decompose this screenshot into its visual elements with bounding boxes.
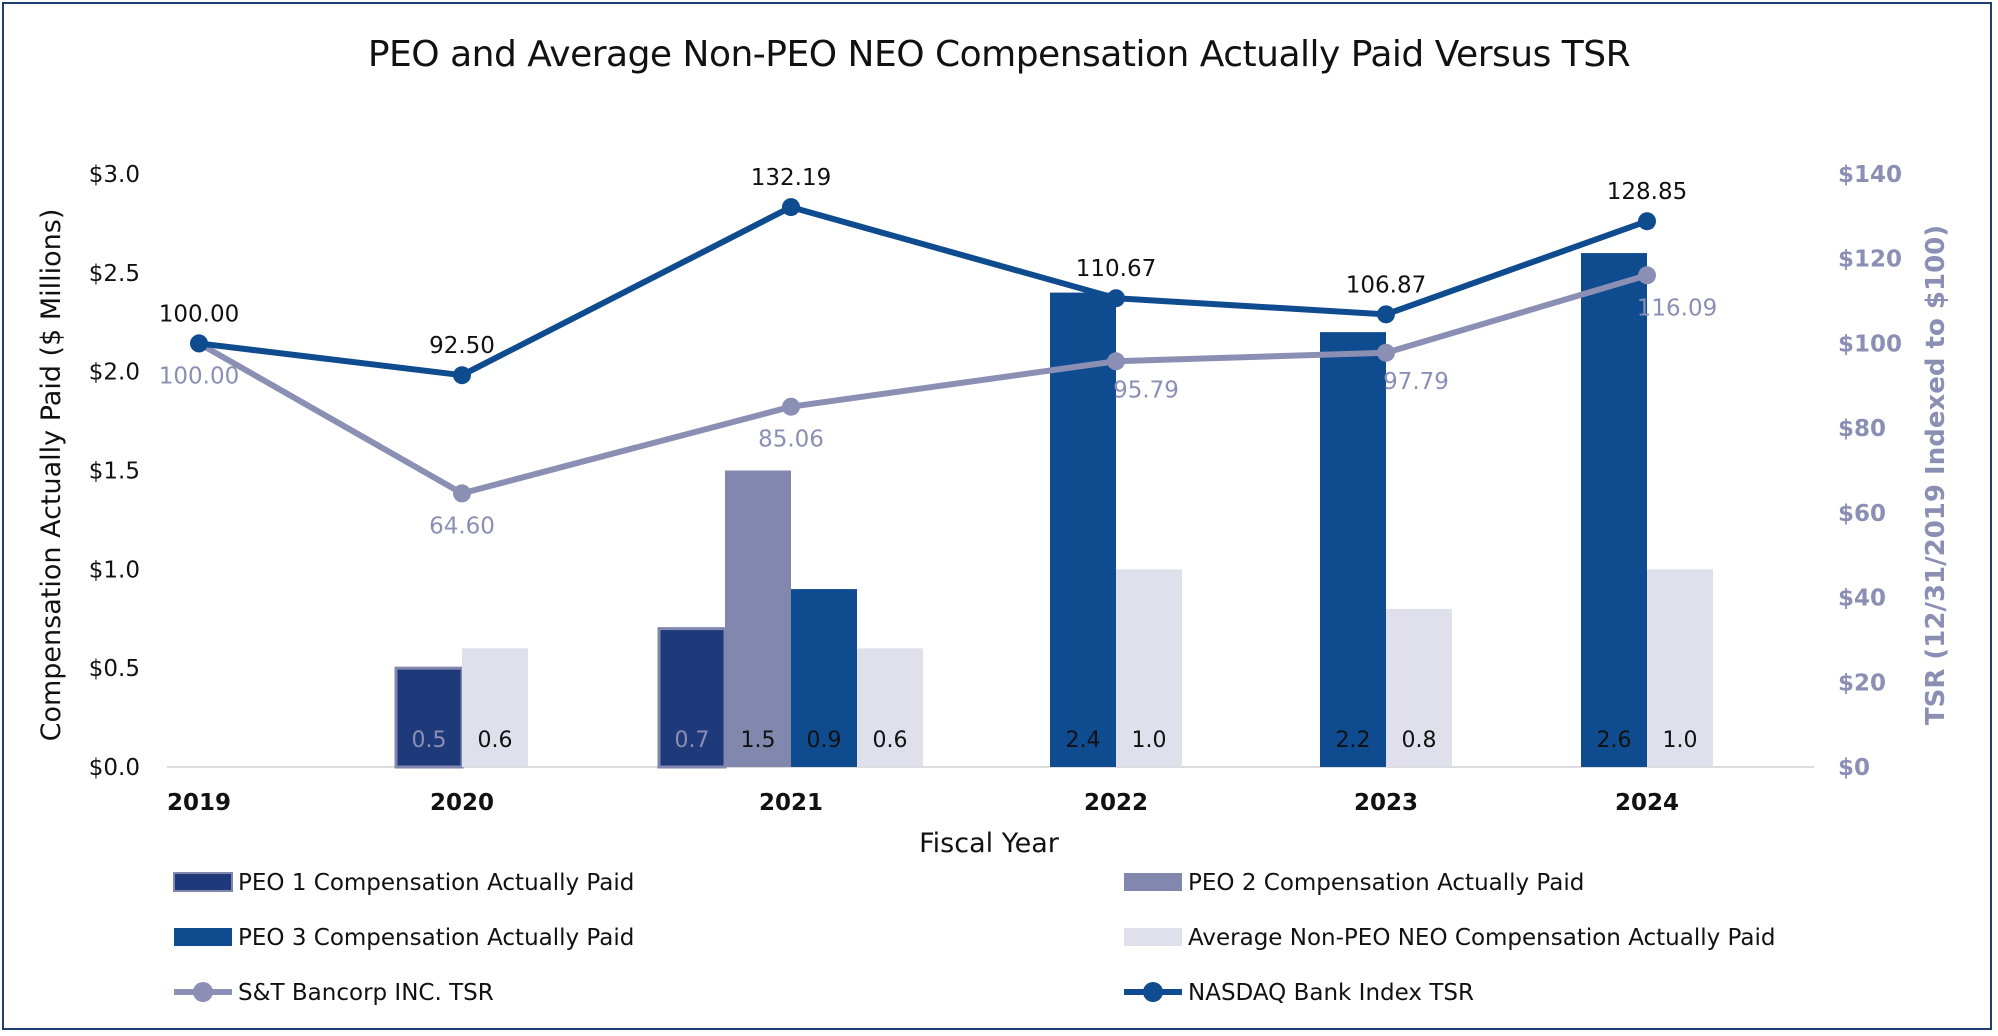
legend-label: Average Non-PEO NEO Compensation Actuall… <box>1188 925 1775 951</box>
line-data-label: 64.60 <box>429 513 495 539</box>
y-tick-label: $3.0 <box>89 162 140 188</box>
bar-2021-series-2 <box>725 470 791 767</box>
x-tick-label: 2022 <box>1084 790 1148 816</box>
x-tick-label: 2024 <box>1615 790 1679 816</box>
line-point <box>1107 352 1125 371</box>
legend-swatch <box>173 872 233 892</box>
line-data-label: 106.87 <box>1346 272 1426 298</box>
bar-2024-series-3 <box>1581 253 1647 768</box>
legend-label: NASDAQ Bank Index TSR <box>1188 980 1474 1006</box>
y-tick-label: $0.0 <box>89 755 140 781</box>
bar-2024-series-4 <box>1647 569 1713 767</box>
line-point <box>1638 212 1656 231</box>
bar-data-label: 1.5 <box>741 728 776 753</box>
y-right-tick-label: $120 <box>1838 247 1902 273</box>
legend-swatch <box>1124 928 1182 946</box>
line-point <box>1377 305 1395 324</box>
bar-data-label: 0.6 <box>478 728 513 753</box>
y-tick-label: $1.0 <box>89 557 140 583</box>
line-data-label: 92.50 <box>429 333 495 359</box>
bar-2023-series-4 <box>1386 608 1452 767</box>
y-axis-right-label: TSR (12/31/2019 Indexed to $100) <box>1921 225 1951 725</box>
bar-2021-series-1 <box>657 627 727 769</box>
plot-area: $0.0 $0.5 $1.0 $1.5 $2.0 $2.5 $3.0 $0 $20 $40 $60 $… <box>89 162 1902 816</box>
y-tick-label: $2.5 <box>89 261 140 287</box>
line-data-label: 110.67 <box>1076 256 1156 282</box>
legend-label: PEO 2 Compensation Actually Paid <box>1188 870 1584 896</box>
legend-label: PEO 1 Compensation Actually Paid <box>238 870 634 896</box>
y-right-tick-label: $20 <box>1838 670 1886 696</box>
bar-data-label: 0.8 <box>1402 728 1437 753</box>
line-data-label: 100.00 <box>159 301 239 327</box>
bar-2021-series-4 <box>857 648 923 767</box>
bar-data-label: 2.6 <box>1597 728 1632 753</box>
y-axis-label: Compensation Actually Paid ($ Millions) <box>36 209 67 742</box>
legend-swatch <box>174 928 232 946</box>
line-point <box>190 334 208 353</box>
legend-marker <box>1143 982 1163 1002</box>
bar-data-label: 1.0 <box>1663 728 1698 753</box>
bar-data-label: 0.6 <box>873 728 908 753</box>
bar-2020-series-4 <box>462 648 528 767</box>
line-data-label: 85.06 <box>758 427 824 453</box>
chart-svg: PEO and Average Non-PEO NEO Compensation… <box>36 34 1951 1006</box>
bar-data-label: 0.7 <box>675 728 710 753</box>
legend-label: PEO 3 Compensation Actually Paid <box>238 925 634 951</box>
legend-marker <box>193 982 213 1002</box>
line-point <box>782 397 800 416</box>
line-point <box>1638 266 1656 285</box>
bar-2023-series-3 <box>1320 332 1386 767</box>
bar-data-label: 0.5 <box>412 728 447 753</box>
legend: PEO 1 Compensation Actually Paid PEO 2 Co… <box>173 870 1775 1006</box>
y-right-tick-label: $0 <box>1838 755 1870 781</box>
line-data-label: 128.85 <box>1607 179 1687 205</box>
line-point <box>453 484 471 503</box>
bar-data-label: 2.2 <box>1336 728 1371 753</box>
y-right-tick-label: $60 <box>1838 501 1886 527</box>
chart-title: PEO and Average Non-PEO NEO Compensation… <box>368 34 1630 75</box>
y-tick-label: $1.5 <box>89 459 140 485</box>
line-point <box>453 366 471 385</box>
y-right-tick-label: $40 <box>1838 586 1886 612</box>
y-right-tick-label: $100 <box>1838 331 1902 357</box>
x-axis-label: Fiscal Year <box>919 828 1060 859</box>
line-data-label: 132.19 <box>751 165 831 191</box>
legend-swatch <box>1124 873 1182 891</box>
y-right-tick-label: $140 <box>1838 162 1902 188</box>
bar-data-label: 0.9 <box>807 728 842 753</box>
line-data-label: 100.00 <box>159 363 239 389</box>
x-tick-label: 2019 <box>167 790 231 816</box>
line-data-label: 97.79 <box>1383 369 1449 395</box>
y-right-tick-label: $80 <box>1838 416 1886 442</box>
y-tick-label: $0.5 <box>89 656 140 682</box>
bar-2021-series-3 <box>791 589 857 767</box>
legend-label: S&T Bancorp INC. TSR <box>238 980 494 1006</box>
bar-data-label: 2.4 <box>1066 728 1101 753</box>
line-point <box>1377 343 1395 362</box>
bar-data-label: 1.0 <box>1132 728 1167 753</box>
line-data-label: 95.79 <box>1113 377 1179 403</box>
line-series-1 <box>197 272 1648 497</box>
line-point <box>782 198 800 217</box>
line-point <box>1107 289 1125 308</box>
x-tick-label: 2020 <box>430 790 494 816</box>
bar-2022-series-4 <box>1116 569 1182 767</box>
line-data-label: 116.09 <box>1637 295 1717 321</box>
line-series-2 <box>198 204 1649 379</box>
y-tick-label: $2.0 <box>89 360 140 386</box>
x-tick-label: 2023 <box>1354 790 1418 816</box>
x-tick-label: 2021 <box>759 790 823 816</box>
